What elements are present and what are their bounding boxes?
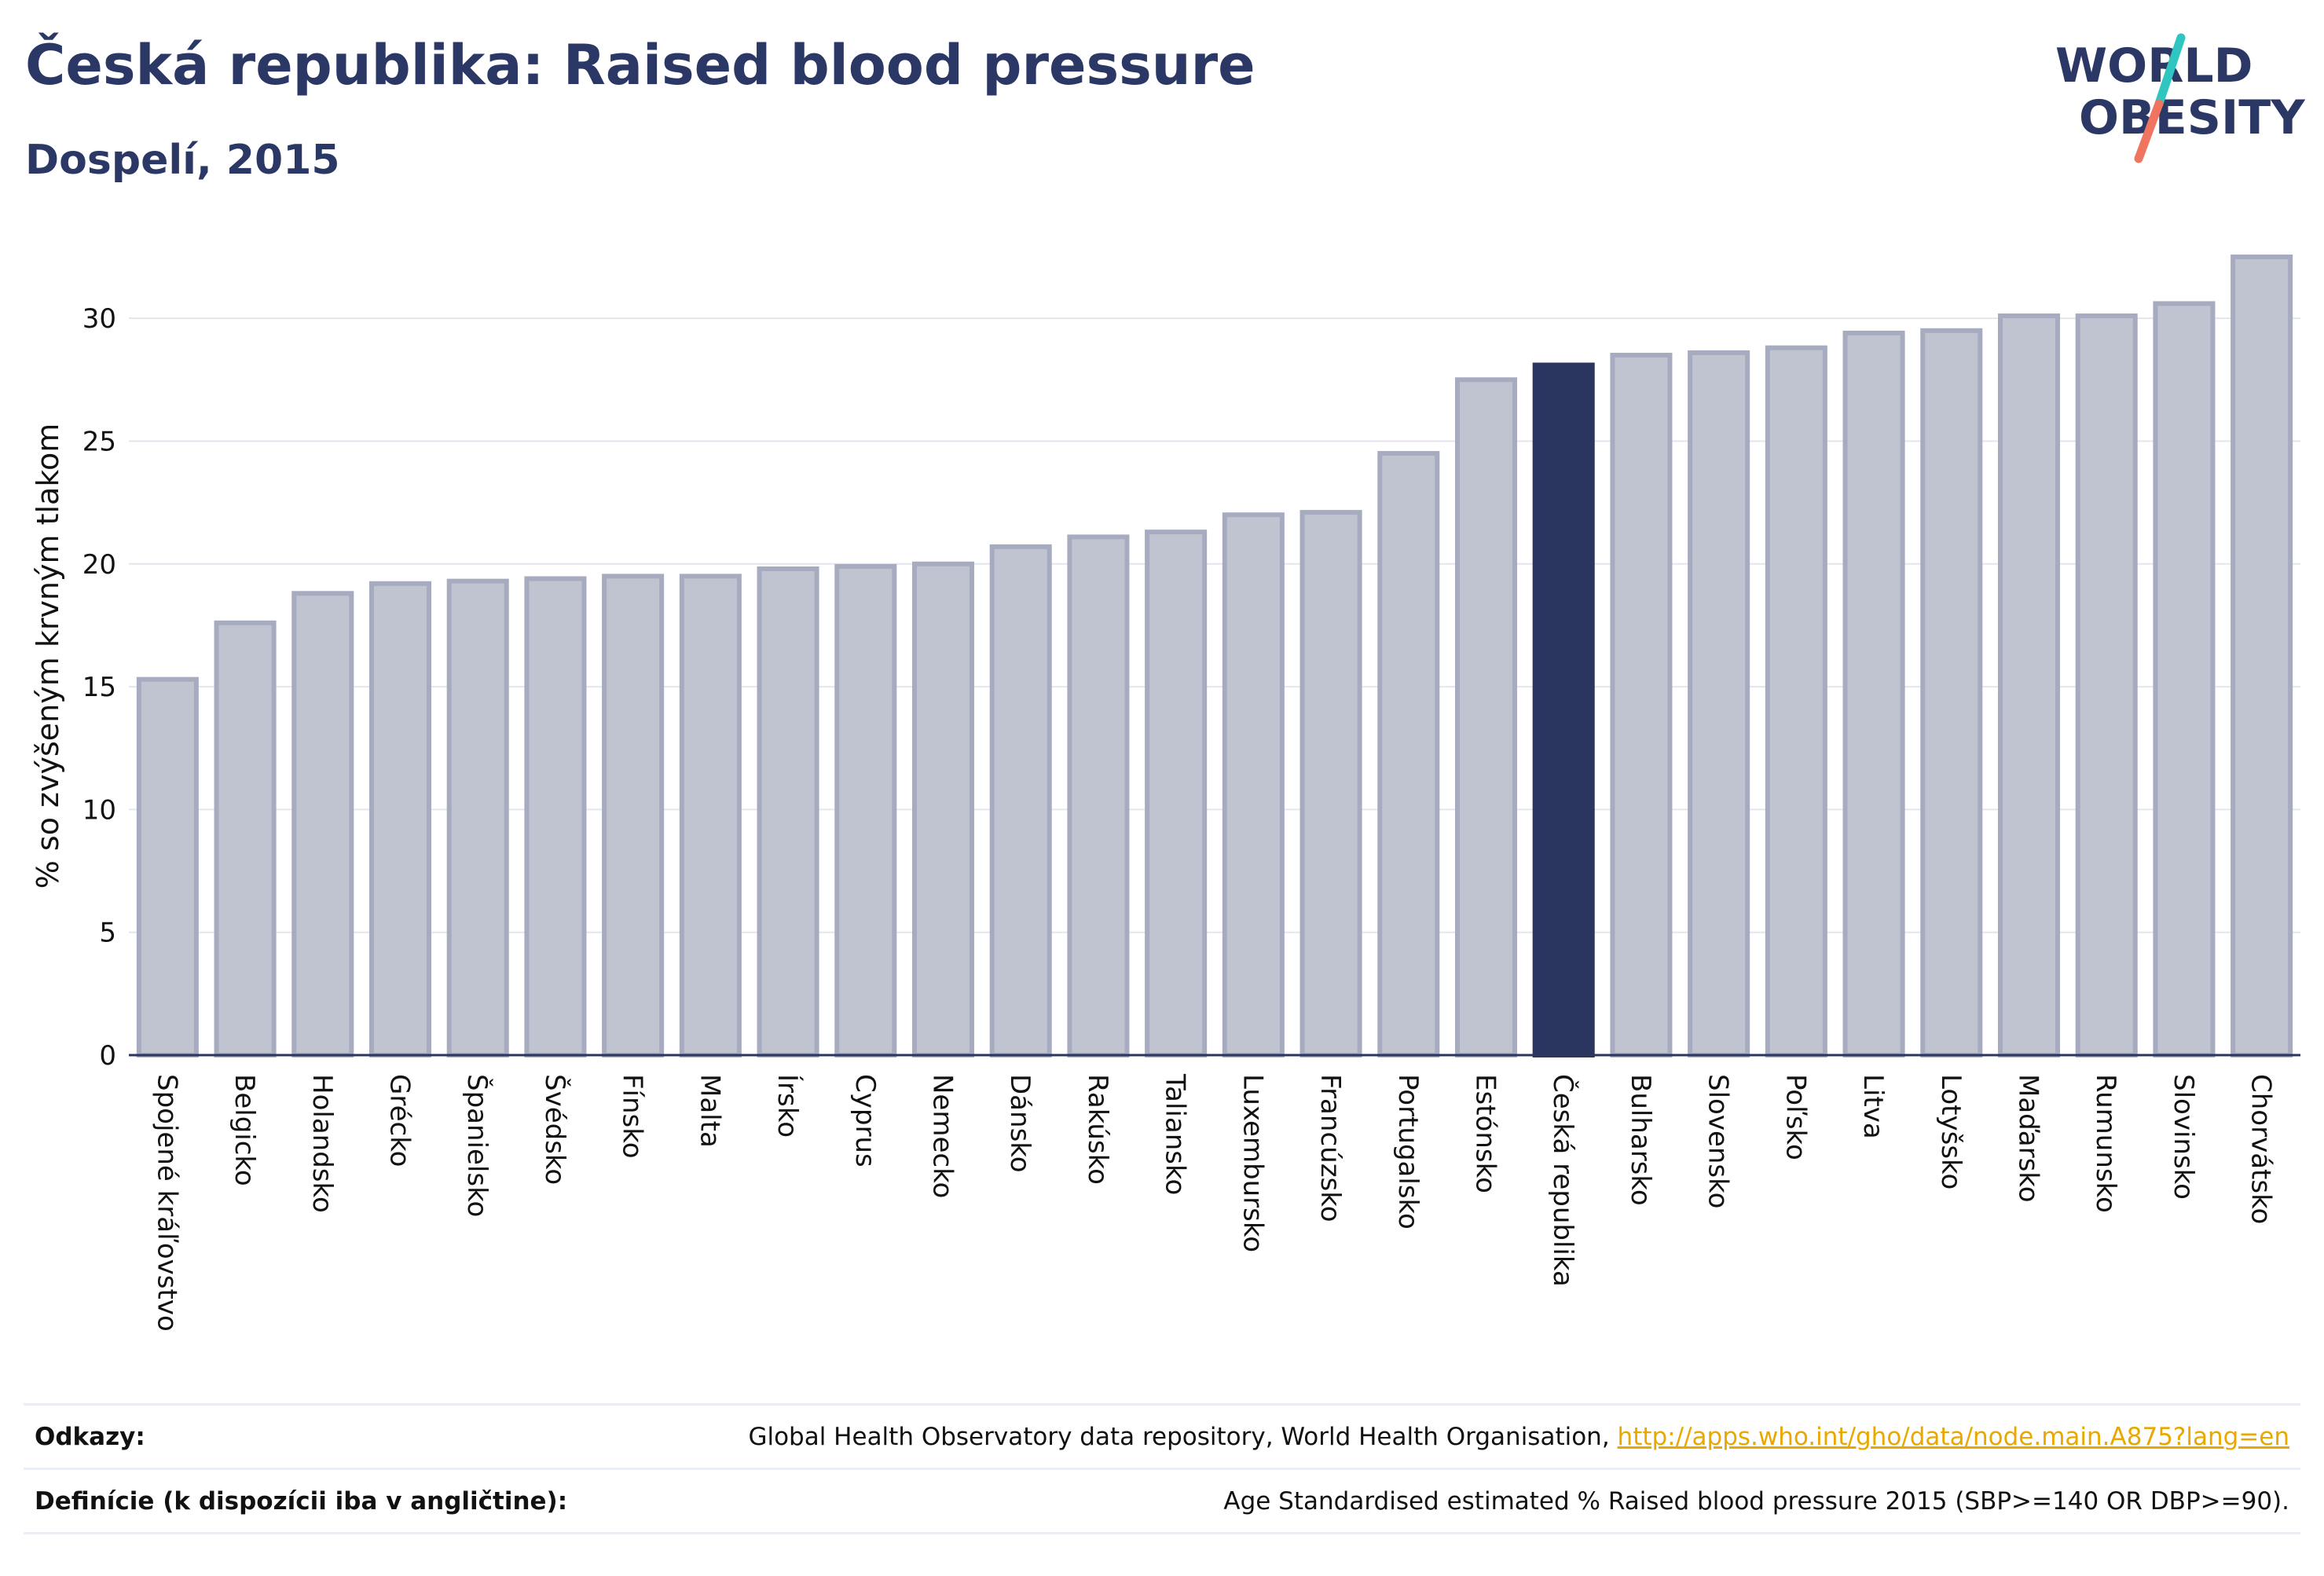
x-tick-label: Írsko (772, 1074, 804, 1138)
x-tick-label: Lotyšsko (1935, 1074, 1967, 1189)
definitions-row: Definície (k dispozícii iba v angličtine… (24, 1468, 2300, 1533)
sources-text: Global Health Observatory data repositor… (748, 1423, 1618, 1451)
bar (679, 574, 742, 1057)
x-tick-label: Fínsko (617, 1074, 648, 1159)
bar (291, 591, 354, 1057)
bar (2153, 301, 2216, 1057)
y-tick-label: 25 (82, 426, 116, 457)
bar (989, 544, 1052, 1057)
bar-chart: 0 5 10 15 20 25 30 % so zvýšeným krvným tlakom S… (31, 255, 2300, 1332)
logo-line-2: OBESITY (2079, 90, 2306, 145)
page-title: Česká republika: Raised blood pressure (25, 33, 1255, 97)
logo-slash-coral (2134, 99, 2164, 163)
x-tick-label: Slovinsko (2168, 1074, 2199, 1200)
logo-slash-teal (2154, 33, 2186, 108)
x-tick-label: Švédsko (539, 1074, 571, 1185)
bar (1454, 377, 1518, 1057)
y-tick-label: 20 (82, 549, 116, 581)
x-tick-label: Česká republika (1547, 1074, 1579, 1287)
bar (446, 578, 509, 1057)
sources-row: Odkazy: Global Health Observatory data r… (24, 1403, 2300, 1468)
x-tick-label: Spojené kráľovstvo (151, 1074, 182, 1332)
x-tick-label: Slovensko (1703, 1074, 1734, 1208)
sources-label: Odkazy: (35, 1423, 145, 1451)
x-tick-label: Taliansko (1160, 1073, 1191, 1195)
bar (911, 561, 975, 1057)
y-axis-title: % so zvýšeným krvným tlakom (31, 423, 65, 889)
x-tick-label: Rumunsko (2090, 1074, 2121, 1213)
sources-value: Global Health Observatory data repositor… (748, 1423, 2289, 1451)
bar (834, 563, 897, 1057)
y-tick-label: 0 (99, 1040, 116, 1072)
bar (1377, 451, 1440, 1057)
x-tick-label: Maďarsko (2013, 1074, 2044, 1203)
bar (2231, 255, 2293, 1057)
bar (757, 566, 819, 1057)
page-subtitle: Dospelí, 2015 (25, 137, 340, 184)
bar (1920, 328, 1983, 1057)
references-divider (24, 1532, 2300, 1534)
x-tick-label: Bulharsko (1625, 1074, 1656, 1206)
x-tick-label: Francúzsko (1314, 1074, 1346, 1222)
sources-link[interactable]: http://apps.who.int/gho/data/node.main.A… (1617, 1423, 2289, 1451)
x-tick-label: Grécko (384, 1074, 416, 1167)
y-tick-label: 30 (82, 303, 116, 335)
x-tick-label: Belgicko (229, 1074, 260, 1186)
y-tick-label: 15 (82, 672, 116, 703)
x-tick-label: Cyprus (849, 1074, 881, 1167)
bar (602, 574, 665, 1057)
x-tick-label: Poľsko (1780, 1074, 1811, 1160)
x-tick-label: Holandsko (306, 1074, 338, 1213)
bar (1997, 313, 2061, 1057)
x-tick-label: Malta (694, 1074, 725, 1148)
x-tick-label: Portugalsko (1392, 1074, 1424, 1230)
x-tick-label: Nemecko (927, 1074, 959, 1198)
x-tick-label: Litva (1857, 1074, 1889, 1139)
y-tick-label: 10 (82, 794, 116, 826)
bar (1688, 350, 1750, 1058)
x-tick-label: Estónsko (1470, 1074, 1501, 1193)
bar (1610, 353, 1673, 1057)
logo-line-1: WORLD (2055, 38, 2253, 93)
bar (136, 676, 199, 1058)
bar (1067, 534, 1130, 1057)
bar (368, 581, 432, 1057)
x-tick-label: Chorvátsko (2245, 1074, 2277, 1224)
bar (1299, 510, 1362, 1057)
bar (2075, 313, 2138, 1057)
x-tick-label: Dánsko (1004, 1074, 1036, 1173)
world-obesity-logo: WORLD OBESITY (2055, 33, 2306, 163)
x-tick-label: Španielsko (461, 1074, 493, 1217)
bar (524, 576, 587, 1057)
bar (1532, 362, 1595, 1057)
x-tick-label: Luxembursko (1237, 1074, 1268, 1252)
bar (1145, 530, 1208, 1057)
definitions-label: Definície (k dispozícii iba v angličtine… (35, 1487, 568, 1516)
bar (1222, 512, 1285, 1057)
bar (1765, 345, 1827, 1058)
y-tick-label: 5 (99, 918, 116, 949)
bar (1842, 330, 1905, 1057)
x-tick-label: Rakúsko (1082, 1074, 1113, 1185)
bar (214, 620, 277, 1057)
definitions-text: Age Standardised estimated % Raised bloo… (1223, 1487, 2289, 1516)
